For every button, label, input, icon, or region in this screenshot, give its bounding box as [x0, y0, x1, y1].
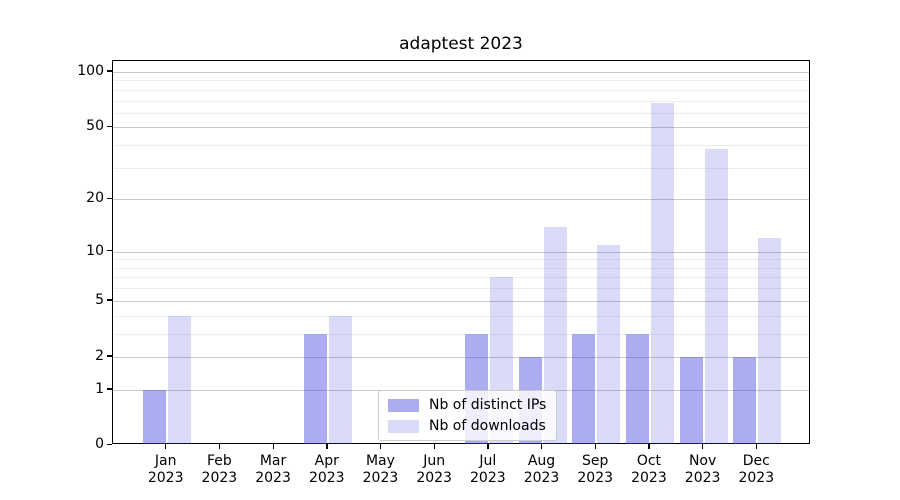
minor-gridline: [113, 288, 809, 290]
bar-downloads: [597, 244, 621, 444]
x-axis-tick: [648, 444, 650, 449]
legend-swatch-distinct-ips: [388, 398, 419, 412]
x-axis-tick: [433, 444, 435, 449]
x-axis-tick-label: Sep 2023: [577, 453, 614, 486]
chart-title: adaptest 2023: [399, 34, 523, 54]
y-axis-tick: [107, 125, 112, 128]
bar-distinct-ips: [625, 333, 649, 444]
legend-label-downloads: Nb of downloads: [429, 418, 546, 434]
minor-gridline: [113, 267, 809, 269]
x-axis-tick: [487, 444, 489, 449]
bar-downloads: [704, 149, 728, 444]
bar-downloads: [758, 238, 782, 444]
legend: Nb of distinct IPs Nb of downloads: [378, 390, 558, 441]
major-gridline: [113, 199, 809, 201]
y-axis-tick-label: 2: [95, 347, 104, 364]
y-axis-tick: [107, 197, 112, 200]
y-axis-tick-label: 10: [86, 242, 104, 259]
bar-distinct-ips: [303, 333, 327, 444]
x-axis-tick-label: Mar 2023: [255, 453, 291, 486]
minor-gridline: [113, 112, 809, 114]
x-axis-tick-label: Feb 2023: [201, 453, 238, 486]
minor-gridline: [113, 259, 809, 261]
x-axis-tick: [594, 444, 597, 449]
x-axis-tick: [165, 444, 167, 449]
bar-distinct-ips: [733, 356, 757, 444]
minor-gridline: [113, 277, 809, 279]
y-axis-tick: [107, 299, 112, 301]
bar-distinct-ips: [679, 356, 703, 444]
minor-gridline: [113, 80, 809, 82]
major-gridline: [113, 300, 809, 302]
y-axis-tick-label: 0: [95, 436, 104, 452]
y-axis-tick-label: 20: [86, 190, 104, 207]
y-axis-tick: [107, 443, 112, 445]
major-gridline: [113, 127, 809, 129]
y-axis-tick: [107, 388, 112, 390]
y-axis-tick-label: 5: [95, 291, 104, 308]
x-axis-tick-label: Aug 2023: [523, 453, 560, 486]
x-axis-tick: [326, 444, 328, 449]
x-axis-tick-label: Apr 2023: [308, 453, 345, 486]
x-axis-tick-label: Jul 2023: [470, 453, 506, 486]
minor-gridline: [113, 333, 809, 335]
bar-downloads: [650, 102, 674, 444]
legend-item-downloads: Nb of downloads: [388, 418, 546, 434]
x-axis-tick-label: Dec 2023: [738, 453, 775, 486]
minor-gridline: [113, 100, 809, 102]
y-axis-tick-label: 50: [86, 118, 104, 135]
x-axis-tick: [272, 444, 274, 449]
major-gridline: [113, 251, 809, 253]
y-axis-tick-label: 1: [95, 380, 104, 397]
plot-area: [112, 60, 810, 444]
x-axis-tick-label: Jan 2023: [147, 453, 184, 486]
legend-item-distinct-ips: Nb of distinct IPs: [388, 397, 546, 413]
x-axis-tick-label: Oct 2023: [631, 453, 667, 486]
x-axis-tick: [218, 444, 221, 449]
x-axis-tick-label: Jun 2023: [416, 453, 452, 486]
y-axis-tick-label: 100: [77, 62, 104, 79]
x-axis-tick: [541, 444, 543, 449]
y-axis-tick: [107, 355, 112, 357]
minor-gridline: [113, 167, 809, 169]
major-gridline: [113, 356, 809, 358]
y-axis-tick: [107, 250, 112, 252]
x-axis-tick-label: May 2023: [362, 453, 399, 486]
x-axis-tick: [702, 444, 704, 449]
x-axis-tick: [755, 444, 758, 449]
minor-gridline: [113, 315, 809, 317]
bar-downloads: [167, 315, 191, 444]
bar-distinct-ips: [572, 333, 596, 444]
bar-downloads: [543, 226, 567, 444]
bar-distinct-ips: [142, 389, 166, 444]
minor-gridline: [113, 145, 809, 147]
bar-downloads: [328, 315, 352, 444]
major-gridline: [113, 71, 809, 73]
x-axis-tick: [379, 444, 382, 449]
y-axis-tick: [107, 70, 112, 72]
legend-swatch-downloads: [388, 419, 419, 433]
legend-label-distinct-ips: Nb of distinct IPs: [429, 397, 547, 413]
minor-gridline: [113, 89, 809, 91]
x-axis-tick-label: Nov 2023: [684, 453, 721, 486]
